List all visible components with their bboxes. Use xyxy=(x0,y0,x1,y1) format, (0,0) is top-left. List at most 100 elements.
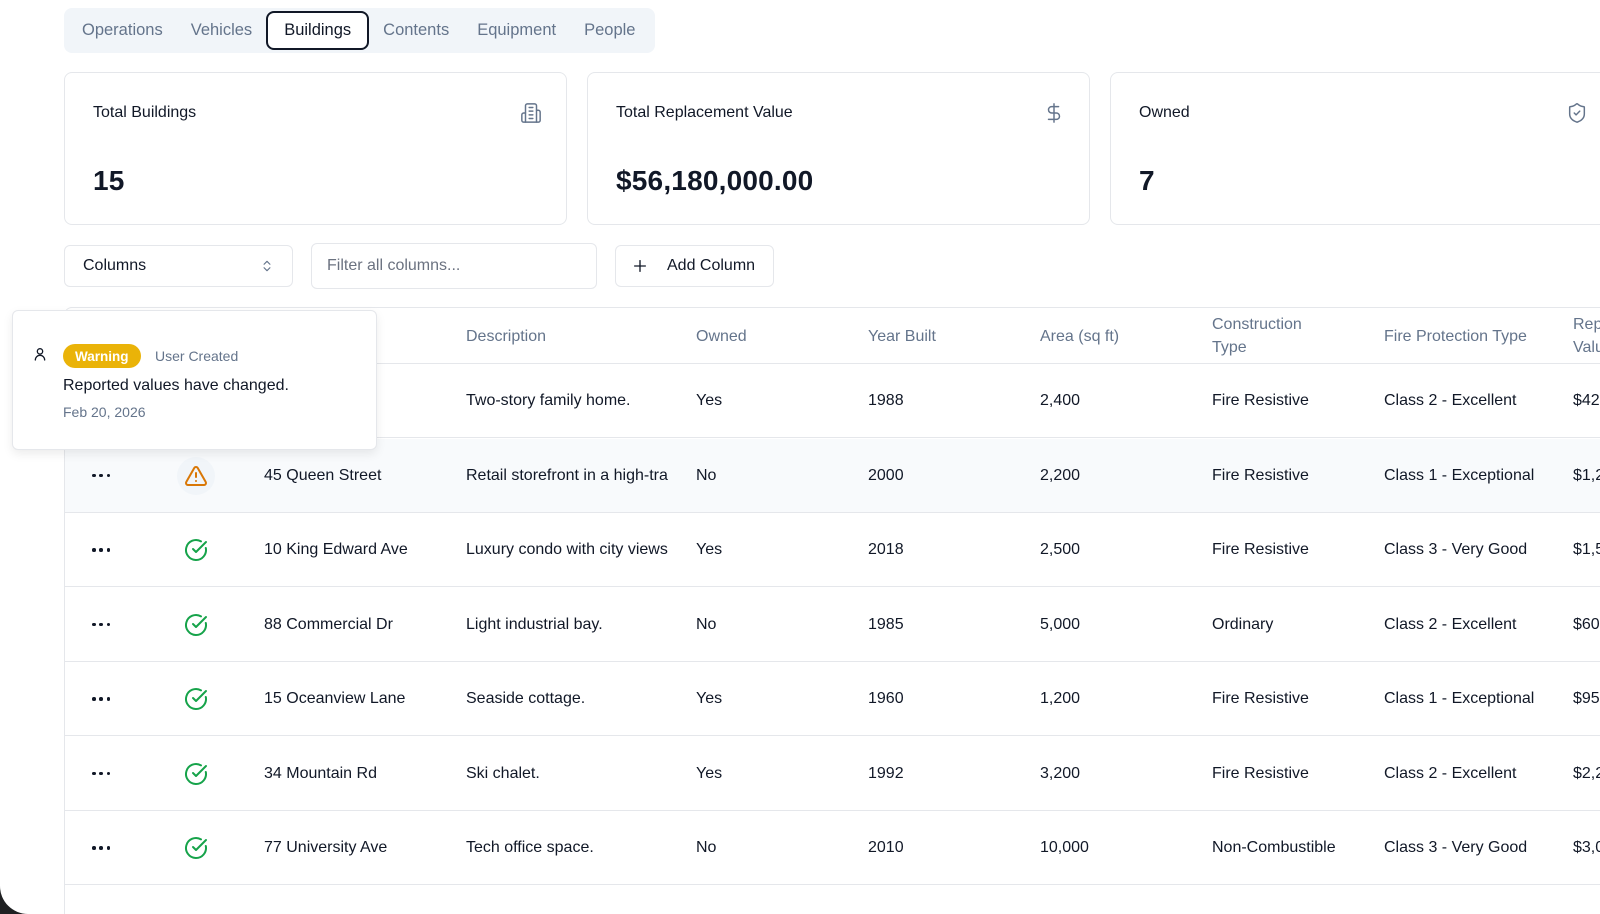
cell-fire-protection-type: Class 1 - Exceptional xyxy=(1384,466,1535,484)
cell-year-built: 1992 xyxy=(868,764,904,782)
cell-address: 77 University Ave xyxy=(264,839,388,856)
card-title: Total Replacement Value xyxy=(616,104,793,121)
cell-construction-type: Fire Resistive xyxy=(1212,466,1309,484)
cell-description: Tech office space. xyxy=(466,839,594,856)
card-title: Owned xyxy=(1139,104,1190,121)
cell-year-built: 1960 xyxy=(868,690,904,707)
cell-description: Ski chalet. xyxy=(466,764,540,782)
row-actions-button[interactable] xyxy=(92,691,110,707)
row-actions-button[interactable] xyxy=(92,468,110,484)
cell-area: 5,000 xyxy=(1040,615,1081,633)
tab-contents[interactable]: Contents xyxy=(383,21,450,39)
row-actions-button[interactable] xyxy=(92,542,110,558)
header-construction-type[interactable]: Construction Type xyxy=(1212,316,1302,356)
warning-badge: Warning xyxy=(63,344,141,368)
cell-area: 1,200 xyxy=(1040,690,1081,707)
shield-check-icon xyxy=(1568,103,1586,123)
cell-construction-type: Fire Resistive xyxy=(1212,392,1309,409)
tab-people[interactable]: People xyxy=(584,21,636,39)
add-column-label: Add Column xyxy=(667,257,756,274)
cell-area: 2,500 xyxy=(1040,541,1081,558)
cell-owned: Yes xyxy=(696,764,723,782)
tab-buildings[interactable]: Buildings xyxy=(266,11,370,50)
popover-message: Reported values have changed. xyxy=(63,377,289,394)
header-replacement-value[interactable]: Replacement Value xyxy=(1573,316,1600,356)
header-year-built[interactable]: Year Built xyxy=(868,327,936,345)
table-row[interactable]: 15 Oceanview Lane Seaside cottage. Yes 1960… xyxy=(65,662,1600,736)
filter-input[interactable] xyxy=(311,243,597,289)
cell-year-built: 2000 xyxy=(868,466,904,484)
popover-source: User Created xyxy=(155,348,239,364)
chevron-up-down-icon xyxy=(263,260,271,272)
row-actions-button[interactable] xyxy=(92,617,110,633)
table-header: Description Owned Year Built Area (sq ft… xyxy=(65,308,1600,364)
table-row[interactable]: 77 University Ave Tech office space. No 201… xyxy=(65,811,1600,885)
plus-icon xyxy=(634,260,646,272)
cell-construction-type: Non-Combustible xyxy=(1212,839,1336,856)
category-tabs: Operations Vehicles Buildings Contents E… xyxy=(64,8,655,53)
tab-vehicles[interactable]: Vehicles xyxy=(190,21,253,39)
table-row[interactable]: 34 Mountain Rd Ski chalet. Yes 1992 3,200 Fir… xyxy=(65,737,1600,811)
cell-fire-protection-type: Class 2 - Excellent xyxy=(1384,615,1517,633)
cell-replacement-value: $600 xyxy=(1573,615,1600,633)
cell-construction-type: Fire Resistive xyxy=(1212,764,1309,782)
add-column-button[interactable]: Add Column xyxy=(615,245,774,287)
cell-address: 34 Mountain Rd xyxy=(264,764,377,782)
cell-owned: Yes xyxy=(696,690,723,707)
header-area[interactable]: Area (sq ft) xyxy=(1040,327,1120,345)
cell-fire-protection-type: Class 1 - Exceptional xyxy=(1384,690,1535,707)
header-description[interactable]: Description xyxy=(466,327,547,345)
warning-icon[interactable] xyxy=(177,456,215,495)
tab-equipment[interactable]: Equipment xyxy=(477,21,557,39)
header-owned[interactable]: Owned xyxy=(696,327,747,345)
cell-replacement-value: $1,20 xyxy=(1573,466,1600,484)
cell-construction-type: Fire Resistive xyxy=(1212,690,1309,707)
cell-construction-type: Ordinary xyxy=(1212,615,1274,633)
cell-area: 2,400 xyxy=(1040,392,1081,409)
cell-replacement-value: $1,50 xyxy=(1573,541,1600,558)
header-fire-protection-type[interactable]: Fire Protection Type xyxy=(1384,327,1527,345)
cell-fire-protection-type: Class 2 - Excellent xyxy=(1384,764,1517,782)
check-circle-icon[interactable] xyxy=(184,836,208,860)
cell-year-built: 2010 xyxy=(868,839,904,856)
card-value: 7 xyxy=(1139,165,1155,196)
check-circle-icon[interactable] xyxy=(184,538,208,562)
cell-fire-protection-type: Class 3 - Very Good xyxy=(1384,541,1528,558)
popover-date: Feb 20, 2026 xyxy=(63,404,146,420)
cell-address: 10 King Edward Ave xyxy=(264,541,408,558)
cell-owned: Yes xyxy=(696,541,723,558)
cell-description: Seaside cottage. xyxy=(466,690,586,707)
cell-description: Light industrial bay. xyxy=(466,615,603,633)
table-row[interactable]: 10 King Edward Ave Luxury condo with city… xyxy=(65,513,1600,587)
check-circle-icon[interactable] xyxy=(184,687,208,711)
check-circle-icon[interactable] xyxy=(184,613,208,637)
table-row[interactable]: 45 Queen Street Retail storefront in a hi… xyxy=(65,438,1600,513)
columns-select-label: Columns xyxy=(83,257,147,274)
user-icon xyxy=(34,348,46,361)
row-actions-button[interactable] xyxy=(92,840,110,856)
cell-address: 15 Oceanview Lane xyxy=(264,690,406,707)
cell-year-built: 1985 xyxy=(868,615,904,633)
cell-year-built: 2018 xyxy=(868,541,904,558)
columns-select[interactable]: Columns xyxy=(64,245,293,287)
cell-owned: No xyxy=(696,466,717,484)
cell-area: 10,000 xyxy=(1040,839,1089,856)
cell-fire-protection-type: Class 2 - Excellent xyxy=(1384,392,1517,409)
check-circle-icon[interactable] xyxy=(184,762,208,786)
cell-area: 3,200 xyxy=(1040,764,1081,782)
status-popover: Warning User Created Reported values hav… xyxy=(12,310,377,450)
table-row[interactable]: 88 Commercial Dr Light industrial bay. No 1… xyxy=(65,588,1600,662)
total-buildings-card: Total Buildings 15 xyxy=(64,72,567,225)
cell-owned: No xyxy=(696,839,717,856)
cell-description: Two-story family home. xyxy=(466,392,631,409)
cell-address: 45 Queen Street xyxy=(264,466,382,484)
cell-construction-type: Fire Resistive xyxy=(1212,541,1309,558)
tab-operations[interactable]: Operations xyxy=(82,21,163,39)
cell-replacement-value: $2,2 xyxy=(1573,764,1600,782)
cell-description: Luxury condo with city views xyxy=(466,541,668,558)
cell-owned: Yes xyxy=(696,392,723,409)
cell-replacement-value: $950 xyxy=(1573,690,1600,707)
cell-replacement-value: $420 xyxy=(1573,392,1600,409)
row-actions-button[interactable] xyxy=(92,766,110,782)
dollar-icon xyxy=(1047,103,1061,123)
